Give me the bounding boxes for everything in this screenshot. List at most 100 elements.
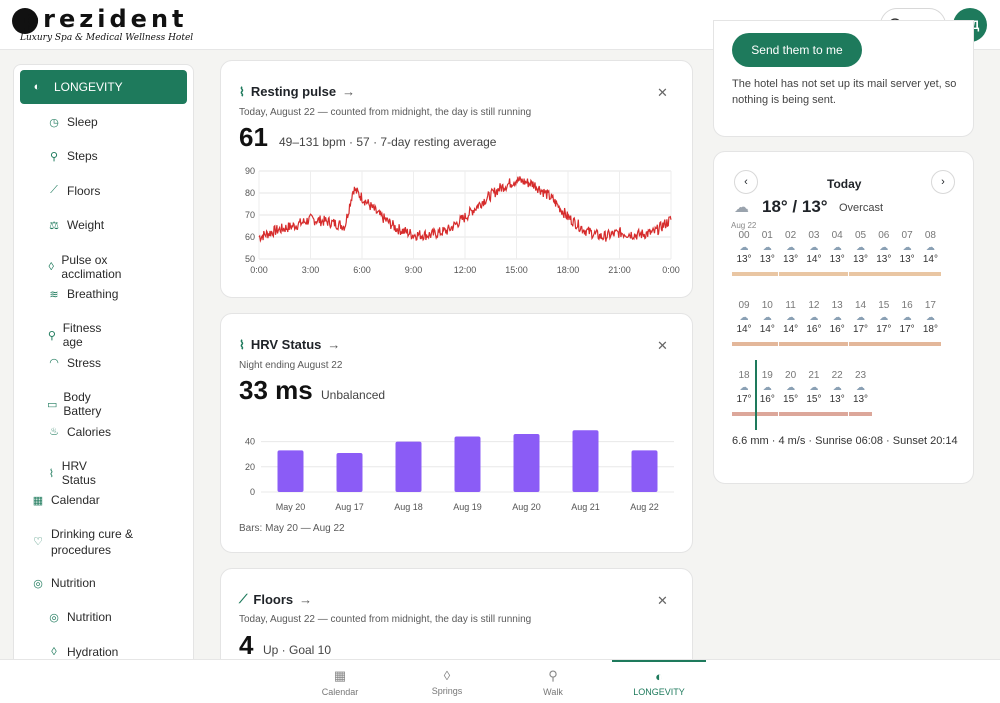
tab-springs[interactable]: ◊ Springs <box>400 660 494 703</box>
hour-temp: 14° <box>759 324 775 335</box>
logo[interactable]: prezident <box>22 5 188 33</box>
card-subtitle: Today, August 22 — counted from midnight… <box>239 107 532 118</box>
chevron-left-icon[interactable]: ‹ <box>734 170 758 194</box>
tab-calendar[interactable]: ▦ Calendar <box>293 660 387 703</box>
sidebar-item-breathing[interactable]: ≋ Breathing <box>47 287 118 301</box>
close-icon[interactable]: ✕ <box>657 85 668 100</box>
cloud-icon: ☁ <box>739 242 749 252</box>
temp-bar <box>848 272 872 276</box>
arrow-right-icon: → <box>299 592 313 607</box>
hour-label: 05 <box>854 230 867 241</box>
heart-icon: ♡ <box>33 536 43 548</box>
hour-temp: 17° <box>852 324 869 335</box>
sidebar-item-nutrition-section[interactable]: ◎ Nutrition <box>31 576 96 590</box>
hour-label: 22 <box>831 370 843 381</box>
hour-label: 23 <box>854 370 867 381</box>
sidebar-item-drinking-cure[interactable]: ♡ Drinking cure & procedures <box>31 526 181 558</box>
cloud-icon: ☁ <box>809 242 819 252</box>
sidebar-item-weight[interactable]: ⚖ Weight <box>47 218 104 232</box>
x-tick-label: Aug 22 <box>630 502 659 512</box>
hour-temp: 17° <box>876 324 892 335</box>
sidebar-item-label: HRV Status <box>61 459 96 487</box>
hour-temp: 13° <box>829 254 845 265</box>
sidebar-item-label: Floors <box>67 183 101 198</box>
x-tick-label: Aug 21 <box>571 502 600 512</box>
hour-label: 07 <box>901 230 913 241</box>
sidebar-item-label: Pulse ox acclimation <box>61 252 122 281</box>
close-icon[interactable]: ✕ <box>657 593 668 608</box>
cloud-icon: ☁ <box>832 312 842 322</box>
sidebar-item-label: Steps <box>67 149 98 164</box>
tab-walk[interactable]: ⚲ Walk <box>506 660 600 703</box>
temp-bar <box>732 272 755 276</box>
sidebar-item-longevity[interactable]: ◐ LONGEVITY <box>20 70 187 104</box>
y-tick-label: 90 <box>245 166 255 176</box>
chevron-right-icon[interactable]: › <box>931 170 955 194</box>
gauge-icon: ◠ <box>49 357 59 370</box>
cloud-icon: ☁ <box>879 312 889 322</box>
send-button[interactable]: Send them to me <box>732 33 862 67</box>
sidebar-item-sleep[interactable]: ◷ Sleep <box>47 115 98 129</box>
temp-bar <box>848 342 872 346</box>
hrv-bar[interactable] <box>631 450 658 492</box>
stairs-icon: ⟋ <box>239 592 248 606</box>
pulse-note: 49–131 bpm · 57 · 7-day resting average <box>279 135 497 149</box>
sidebar-item-nutrition[interactable]: ◎ Nutrition <box>47 610 112 624</box>
sidebar-item-steps[interactable]: ⚲ Steps <box>47 149 98 163</box>
y-tick-label: 60 <box>245 232 255 242</box>
hrv-bar[interactable] <box>513 434 540 492</box>
hrv-bar[interactable] <box>336 452 363 492</box>
card-title[interactable]: ⟋ Floors → <box>239 592 312 607</box>
x-tick-label: May 20 <box>276 502 306 512</box>
floors-value: 4 <box>239 630 254 660</box>
x-tick-label: Aug 17 <box>335 502 364 512</box>
hrv-bar[interactable] <box>454 436 481 492</box>
temp-bar <box>895 272 919 276</box>
hour-label: 15 <box>878 300 890 311</box>
y-tick-label: 50 <box>245 254 255 264</box>
temp-bar <box>871 342 895 346</box>
hour-temp: 15° <box>783 394 799 405</box>
walk-icon: ⚲ <box>548 667 558 683</box>
target-icon: ◎ <box>49 611 59 624</box>
hour-temp: 13° <box>783 254 799 265</box>
cloud-icon: ☁ <box>734 199 749 216</box>
sidebar-item-hrv-status[interactable]: ⌇ HRV Status <box>47 459 101 487</box>
sidebar-item-pulse-ox-acclimation[interactable]: ◊ Pulse ox acclimation <box>47 253 127 281</box>
hrv-bar[interactable] <box>395 441 422 492</box>
card-title[interactable]: ⌇ Resting pulse → <box>239 84 355 99</box>
cloud-icon: ☁ <box>856 242 865 252</box>
tab-label: Walk <box>543 686 563 697</box>
clock-icon: ◷ <box>49 116 59 129</box>
hour-label: 14 <box>854 300 867 311</box>
sidebar-item-label: Sleep <box>67 115 98 129</box>
temp-bar <box>825 342 849 346</box>
hrv-value: 33 ms <box>239 375 313 405</box>
sidebar-item-fitness-age[interactable]: ⚲ Fitness age <box>47 321 106 349</box>
sidebar-item-label: Nutrition <box>51 576 96 590</box>
hrv-note: Unbalanced <box>321 388 386 402</box>
cloud-icon: ☁ <box>762 312 772 322</box>
close-icon[interactable]: ✕ <box>657 338 668 353</box>
sidebar-item-hydration[interactable]: ◊ Hydration <box>47 645 118 659</box>
hrv-bar[interactable] <box>277 450 304 492</box>
cloud-icon: ☁ <box>832 242 842 252</box>
sidebar-item-body-battery[interactable]: ▭ Body Battery <box>47 390 105 418</box>
hrv-bar[interactable] <box>572 430 599 492</box>
sidebar-item-floors[interactable]: ⟋ Floors <box>47 184 100 198</box>
hrv-bar-chart: 0 20 40 May 20 Aug 17 Aug 18 Aug 19 Aug 20 Aug 2… <box>245 430 674 512</box>
y-tick-label: 0 <box>250 487 255 497</box>
tab-longevity[interactable]: ◐ LONGEVITY <box>612 660 706 703</box>
hour-temp: 14° <box>783 324 799 335</box>
cloud-icon: ☁ <box>856 312 865 322</box>
tab-label: Calendar <box>321 686 359 697</box>
cloud-icon: ☁ <box>856 382 865 392</box>
card-title-text: Resting pulse <box>250 84 337 99</box>
temp-bar <box>825 272 849 276</box>
sidebar-item-calories[interactable]: ♨ Calories <box>47 425 111 439</box>
sidebar-item-stress[interactable]: ◠ Stress <box>47 356 101 370</box>
cloud-icon: ☁ <box>739 312 749 322</box>
weather-temp: 18° / 13° <box>762 197 828 216</box>
sidebar-item-calendar[interactable]: ▦ Calendar <box>31 493 100 507</box>
card-title[interactable]: ⌇ HRV Status → <box>239 337 340 352</box>
